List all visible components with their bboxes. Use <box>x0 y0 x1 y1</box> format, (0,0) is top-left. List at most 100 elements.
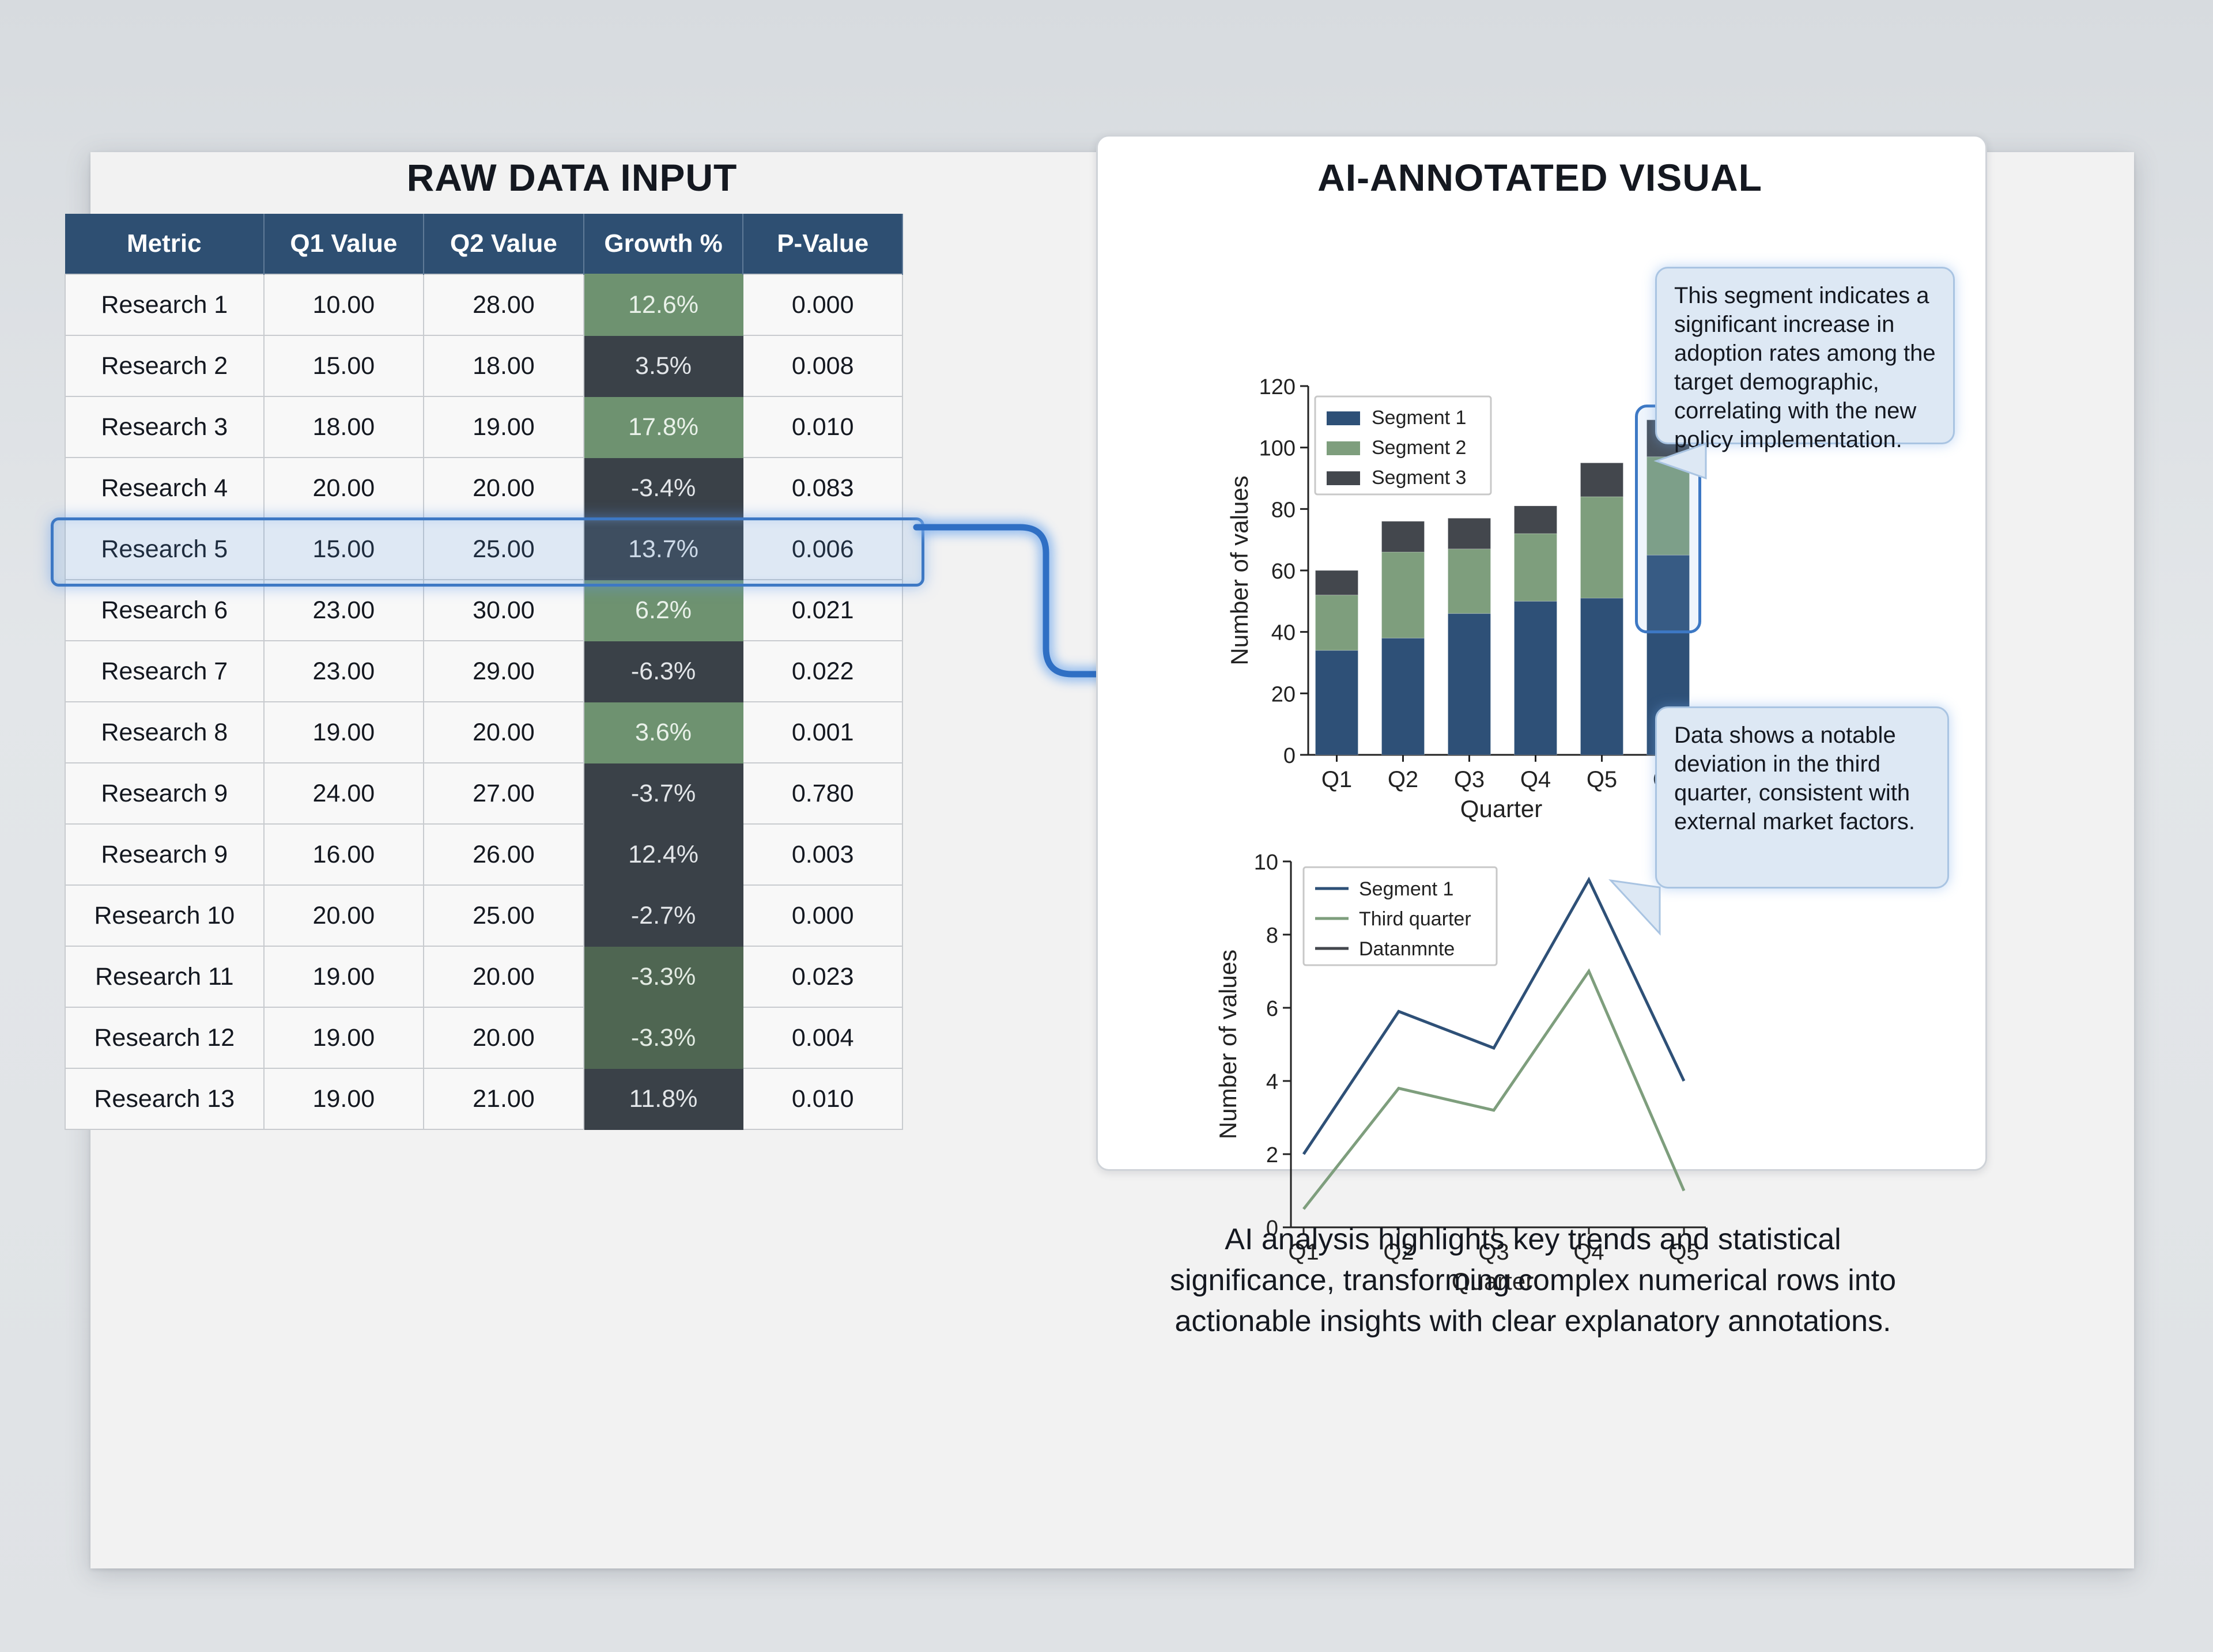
table-row: Research 2 15.00 18.00 3.5% 0.008 <box>65 335 903 397</box>
y-tick-label: 20 <box>1271 682 1296 706</box>
legend-label: Segment 2 <box>1372 437 1466 459</box>
table-cell: 28.00 <box>423 274 584 336</box>
table-cell: 0.004 <box>742 1007 903 1069</box>
bar-segment <box>1580 496 1623 599</box>
table-cell: 26.00 <box>423 823 584 886</box>
bar-segment <box>1580 598 1623 755</box>
table-cell: 15.00 <box>263 518 425 580</box>
table-cell: Research 12 <box>65 1007 265 1069</box>
table-cell: 18.00 <box>263 396 425 458</box>
legend-box <box>1302 866 1498 966</box>
table-row: Research 6 23.00 30.00 6.2% 0.021 <box>65 579 903 641</box>
table-body: Research 1 10.00 28.00 12.6% 0.000 Research 2… <box>65 274 903 1130</box>
growth-cell: 12.6% <box>583 274 744 336</box>
x-tick-label: Q3 <box>1454 767 1485 792</box>
table-cell: Research 9 <box>65 823 265 886</box>
table-cell: 19.00 <box>263 701 425 763</box>
growth-cell: 11.8% <box>583 1068 744 1130</box>
table-cell: 0.006 <box>742 518 903 580</box>
growth-cell: 13.7% <box>583 518 744 580</box>
table-cell: 15.00 <box>263 335 425 397</box>
x-tick-label: Q1 <box>1321 767 1352 792</box>
table-row: Research 5 15.00 25.00 13.7% 0.006 <box>65 518 903 580</box>
growth-cell: -3.3% <box>583 1007 744 1069</box>
legend-swatch <box>1327 471 1360 485</box>
column-header: Metric <box>65 214 265 274</box>
column-header: Q2 Value <box>424 214 584 274</box>
table-cell: Research 10 <box>65 884 265 947</box>
table-row: Research 4 20.00 20.00 -3.4% 0.083 <box>65 457 903 519</box>
y-tick-label: 6 <box>1266 997 1278 1021</box>
raw-data-title: RAW DATA INPUT <box>406 156 738 199</box>
table-cell: 30.00 <box>423 579 584 641</box>
bar-segment <box>1315 570 1358 596</box>
bar-segment <box>1448 549 1491 614</box>
series-line <box>1302 876 1686 1155</box>
callout-bottom-text: Data shows a notable deviation in the th… <box>1674 723 1915 834</box>
y-tick-label: 4 <box>1266 1070 1278 1094</box>
x-axis-label: Quarter <box>1460 795 1542 822</box>
table-cell: 21.00 <box>423 1068 584 1130</box>
x-tick-label: Q5 <box>1668 1239 1699 1265</box>
table-cell: Research 2 <box>65 335 265 397</box>
legend-swatch <box>1327 411 1360 425</box>
table-cell: 0.003 <box>742 823 903 886</box>
table-cell: 0.010 <box>742 1068 903 1130</box>
table-cell: 24.00 <box>263 762 425 825</box>
y-tick-label: 120 <box>1259 375 1296 399</box>
growth-cell: 3.6% <box>583 701 744 763</box>
table-cell: 20.00 <box>423 1007 584 1069</box>
table-row: Research 3 18.00 19.00 17.8% 0.010 <box>65 396 903 458</box>
y-tick-label: 100 <box>1259 437 1296 461</box>
bar-segment <box>1315 595 1358 651</box>
ai-visual-title: AI-ANNOTATED VISUAL <box>1317 156 1762 199</box>
table-cell: 19.00 <box>263 1068 425 1130</box>
table-cell: Research 5 <box>65 518 265 580</box>
y-axis-label: Number of values <box>1226 475 1253 665</box>
table-cell: 27.00 <box>423 762 584 825</box>
growth-cell: -3.7% <box>583 762 744 825</box>
table-cell: 16.00 <box>263 823 425 886</box>
callout-top-text: This segment indicates a significant inc… <box>1674 283 1936 452</box>
table-header-row: Metric Q1 Value Q2 Value Growth % P-Value <box>65 214 903 274</box>
table-cell: 19.00 <box>263 1007 425 1069</box>
bar-segment <box>1514 533 1557 602</box>
column-header: Q1 Value <box>263 214 425 274</box>
x-tick-label: Q2 <box>1388 767 1418 792</box>
table-cell: 20.00 <box>263 457 425 519</box>
legend-label: Segment 1 <box>1359 878 1453 900</box>
y-axis-label: Number of values <box>1214 950 1241 1139</box>
table-cell: 20.00 <box>423 457 584 519</box>
y-tick-label: 0 <box>1283 744 1296 768</box>
analysis-caption: AI analysis highlights key trends and st… <box>1169 1223 1897 1338</box>
growth-cell: 12.4% <box>583 823 744 886</box>
y-tick-label: 40 <box>1271 621 1296 645</box>
growth-cell: -2.7% <box>583 884 744 947</box>
table-cell: 10.00 <box>263 274 425 336</box>
growth-cell: 17.8% <box>583 396 744 458</box>
legend-label: Datanmnte <box>1359 938 1455 960</box>
legend-label: Segment 1 <box>1372 407 1466 429</box>
table-cell: Research 9 <box>65 762 265 825</box>
chart-legend: Segment 1 Segment 2 Segment 3 <box>1314 395 1492 496</box>
table-cell: 23.00 <box>263 579 425 641</box>
x-tick-label: Q4 <box>1573 1239 1604 1265</box>
table-cell: 29.00 <box>423 640 584 702</box>
bar-segment <box>1448 613 1491 755</box>
stacked-bar-chart: 020406080100120Q1Q2Q3Q4Q5Q6QuarterNumber… <box>1226 375 1706 822</box>
table-cell: 18.00 <box>423 335 584 397</box>
table-cell: 19.00 <box>263 946 425 1008</box>
legend-swatch <box>1327 441 1360 455</box>
column-header: P-Value <box>743 214 903 274</box>
bar-segment <box>1381 637 1425 755</box>
table-cell: Research 4 <box>65 457 265 519</box>
bar-segment <box>1514 600 1557 755</box>
table-cell: 20.00 <box>423 701 584 763</box>
growth-cell: -3.3% <box>583 946 744 1008</box>
bar-segment <box>1514 505 1557 534</box>
table-row: Research 11 19.00 20.00 -3.3% 0.023 <box>65 946 903 1008</box>
table-cell: Research 1 <box>65 274 265 336</box>
x-tick-label: Q5 <box>1587 767 1617 792</box>
x-tick-label: Q2 <box>1383 1239 1414 1265</box>
table-cell: 19.00 <box>423 396 584 458</box>
